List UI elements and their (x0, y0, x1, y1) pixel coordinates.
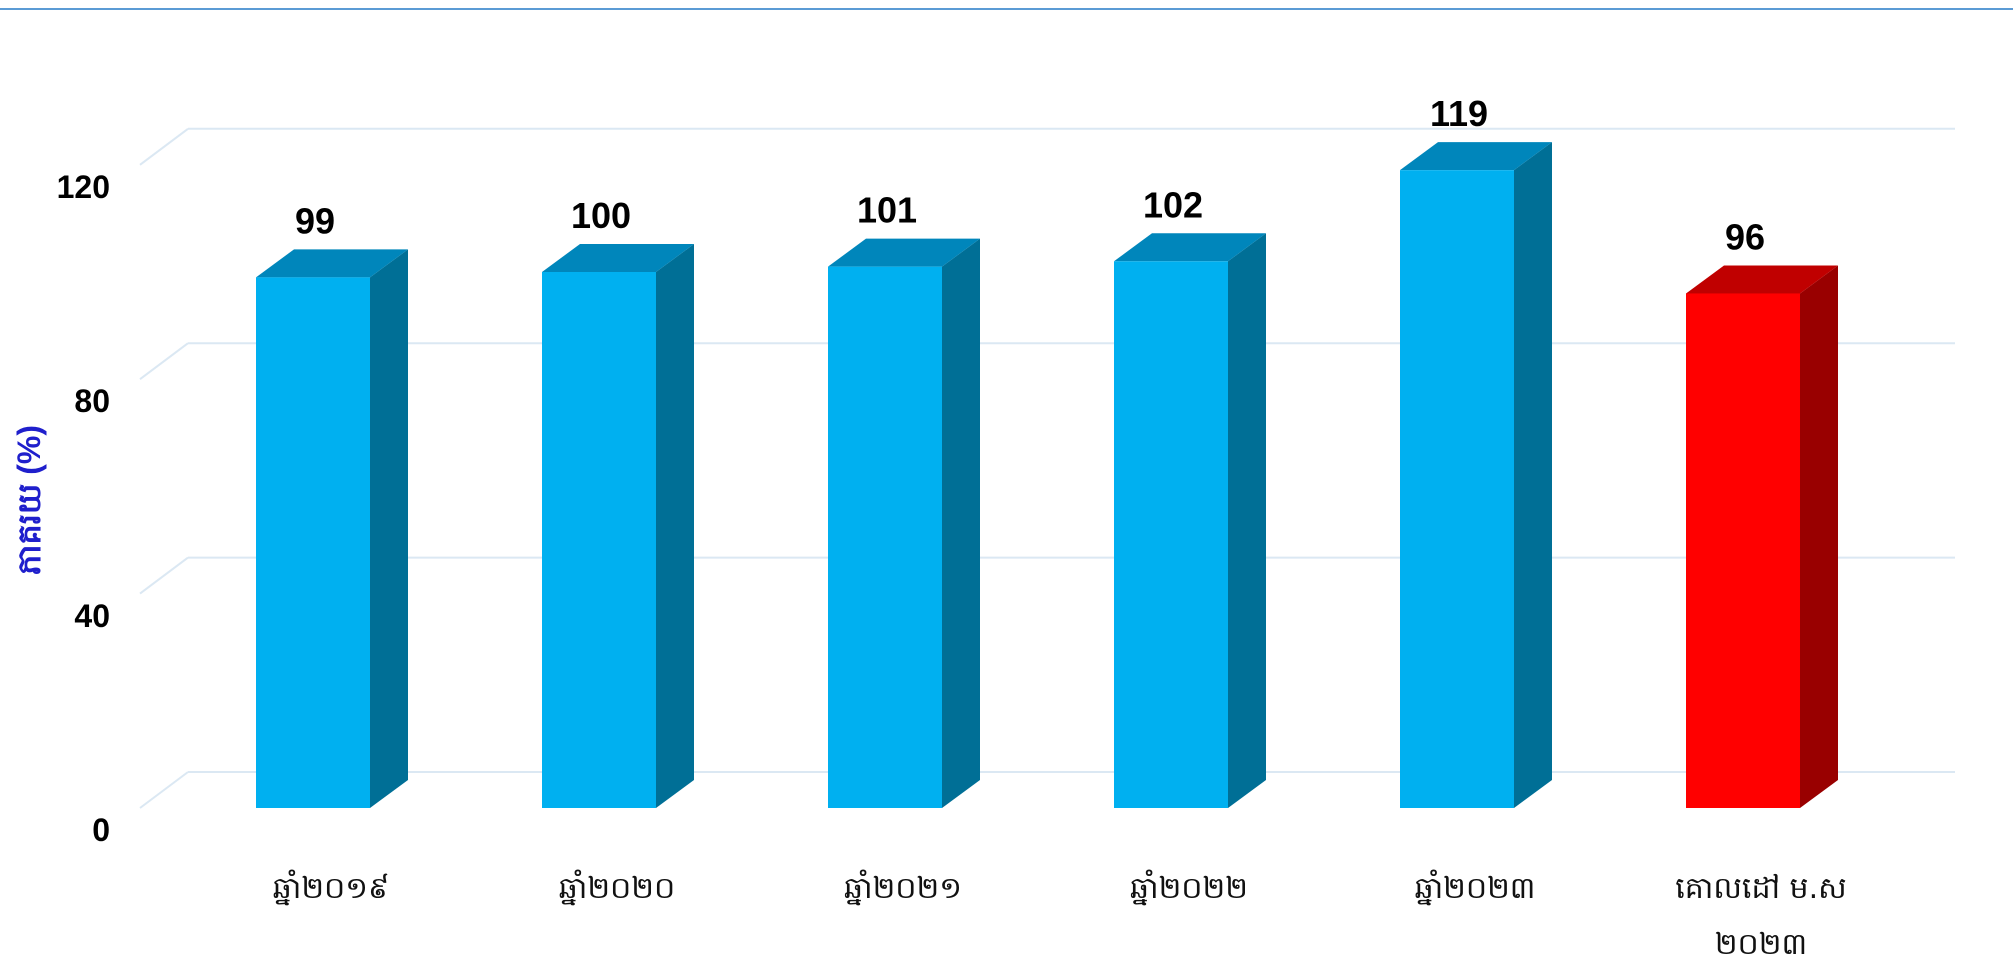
y-tick-label: 120 (57, 169, 110, 205)
category-label: ឆ្នាំ២០២១ (844, 869, 962, 906)
bar-side (1514, 142, 1552, 808)
bar (1400, 170, 1514, 808)
data-label: 100 (571, 195, 631, 236)
gridline-side (139, 128, 189, 166)
data-label: 102 (1143, 184, 1203, 225)
bar-side (370, 249, 408, 809)
y-axis-label: ភាគរយ (%) (11, 425, 47, 575)
y-tick-label: 0 (92, 812, 110, 848)
bar (1114, 261, 1228, 808)
bar (256, 277, 370, 808)
gridline-side (139, 771, 189, 809)
gridlines (139, 127, 1955, 809)
top-border-line (0, 8, 2013, 10)
bar-top (256, 249, 408, 278)
bar-top (1686, 265, 1838, 294)
bars (256, 142, 1838, 809)
bar-side (1800, 265, 1838, 808)
bar-top (828, 238, 980, 267)
data-label: 101 (857, 190, 917, 231)
bar (828, 266, 942, 808)
y-tick-label: 40 (74, 598, 110, 634)
category-label: គោលដៅ ម.ស (1675, 871, 1846, 906)
bar-top (1114, 233, 1266, 262)
data-label: 99 (295, 200, 335, 241)
category-label: ឆ្នាំ២០២៣ (1415, 869, 1536, 906)
gridline-side (139, 556, 189, 595)
category-label: ឆ្នាំ២០២២ (1130, 869, 1248, 906)
bar-side (942, 238, 980, 808)
data-labels: 99 100 101 102 119 96 (295, 93, 1765, 257)
gridline-side (139, 342, 189, 381)
bar (542, 272, 656, 808)
x-axis-categories: ឆ្នាំ២០១៩ ឆ្នាំ២០២០ ឆ្នាំ២០២១ ឆ្នាំ២០២២ ឆ្នា… (273, 869, 1847, 962)
bar-side (656, 244, 694, 808)
bar (1686, 293, 1800, 808)
bar-top (542, 244, 694, 272)
y-axis-ticks: 0 40 80 120 (57, 169, 110, 848)
data-label: 96 (1725, 216, 1765, 257)
y-tick-label: 80 (74, 383, 110, 419)
data-label: 119 (1430, 93, 1488, 134)
category-label: ឆ្នាំ២០២០ (559, 869, 675, 906)
category-label: ២០២៣ (1715, 927, 1807, 962)
bar-top (1400, 142, 1552, 171)
category-label: ឆ្នាំ២០១៩ (273, 869, 389, 906)
bar-side (1228, 233, 1266, 808)
